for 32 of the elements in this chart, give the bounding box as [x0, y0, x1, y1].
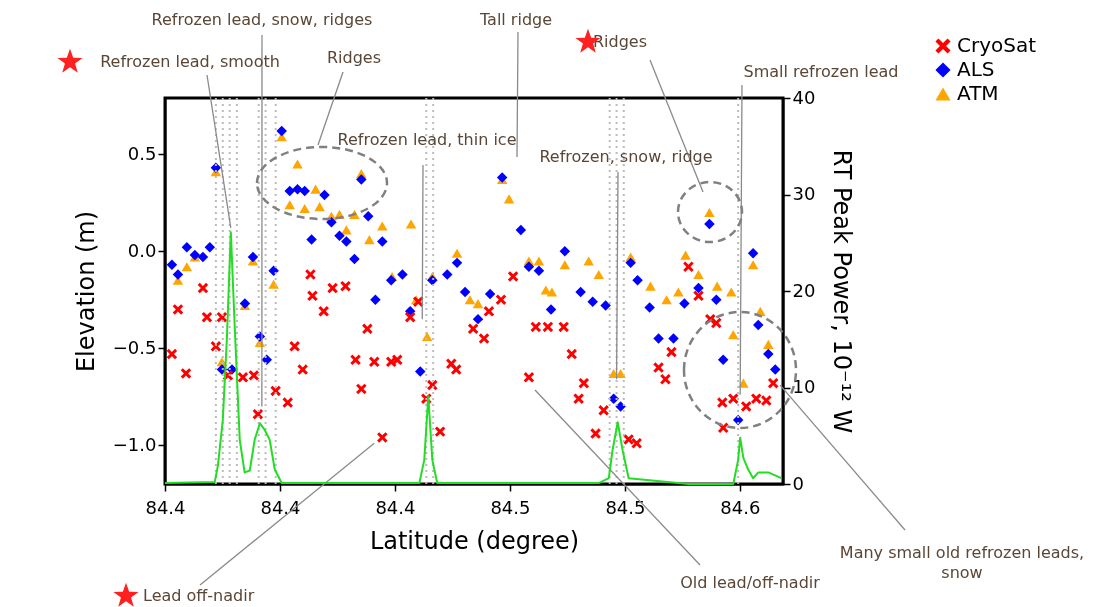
- legend-label: ATM: [957, 81, 999, 105]
- y2-axis-title: RT Peak Power, 10⁻¹² W: [828, 149, 857, 434]
- annotation: Lead off-nadir: [143, 586, 255, 605]
- y-tick-label: 0.0: [127, 239, 157, 261]
- annotation: Many small old refrozen leads, snow: [839, 543, 1085, 582]
- x-axis-title: Latitude (degree): [369, 526, 580, 555]
- x-tick-label: 84.4: [145, 496, 186, 518]
- annotation: Refrozen lead, smooth: [100, 52, 280, 71]
- annotation: Refrozen, snow, ridge: [539, 147, 713, 166]
- y2-tick-label: 40: [792, 86, 816, 108]
- y-axis-title: Elevation (m): [71, 210, 100, 373]
- x-tick-label: 84.4: [375, 496, 416, 518]
- y-tick-label: 0.5: [127, 142, 157, 164]
- x-tick-label: 84.5: [490, 496, 531, 518]
- x-tick-label: 84.5: [605, 496, 646, 518]
- text: Ridges: [592, 32, 648, 51]
- y2-tick-label: 0: [792, 472, 804, 494]
- text: Old lead/off-nadir: [680, 573, 821, 592]
- x-tick-label: 84.6: [720, 496, 761, 518]
- annotation: Small refrozen lead: [743, 62, 899, 81]
- y2-tick-label: 10: [792, 376, 816, 397]
- x-tick-label: 84.4: [260, 496, 301, 518]
- y2-tick-label: 30: [792, 183, 816, 204]
- text: Tall ridge: [478, 10, 553, 29]
- annotation: Refrozen lead, thin ice: [337, 130, 517, 149]
- legend-label: CryoSat: [957, 33, 1037, 57]
- annotation: Refrozen lead, snow, ridges: [151, 10, 373, 29]
- y-tick-label: −1.0: [112, 433, 157, 455]
- text: Ridges: [326, 48, 382, 67]
- legend-label: ALS: [957, 57, 995, 81]
- y2-tick-label: 20: [792, 279, 816, 301]
- y-tick-label: −0.5: [112, 336, 157, 358]
